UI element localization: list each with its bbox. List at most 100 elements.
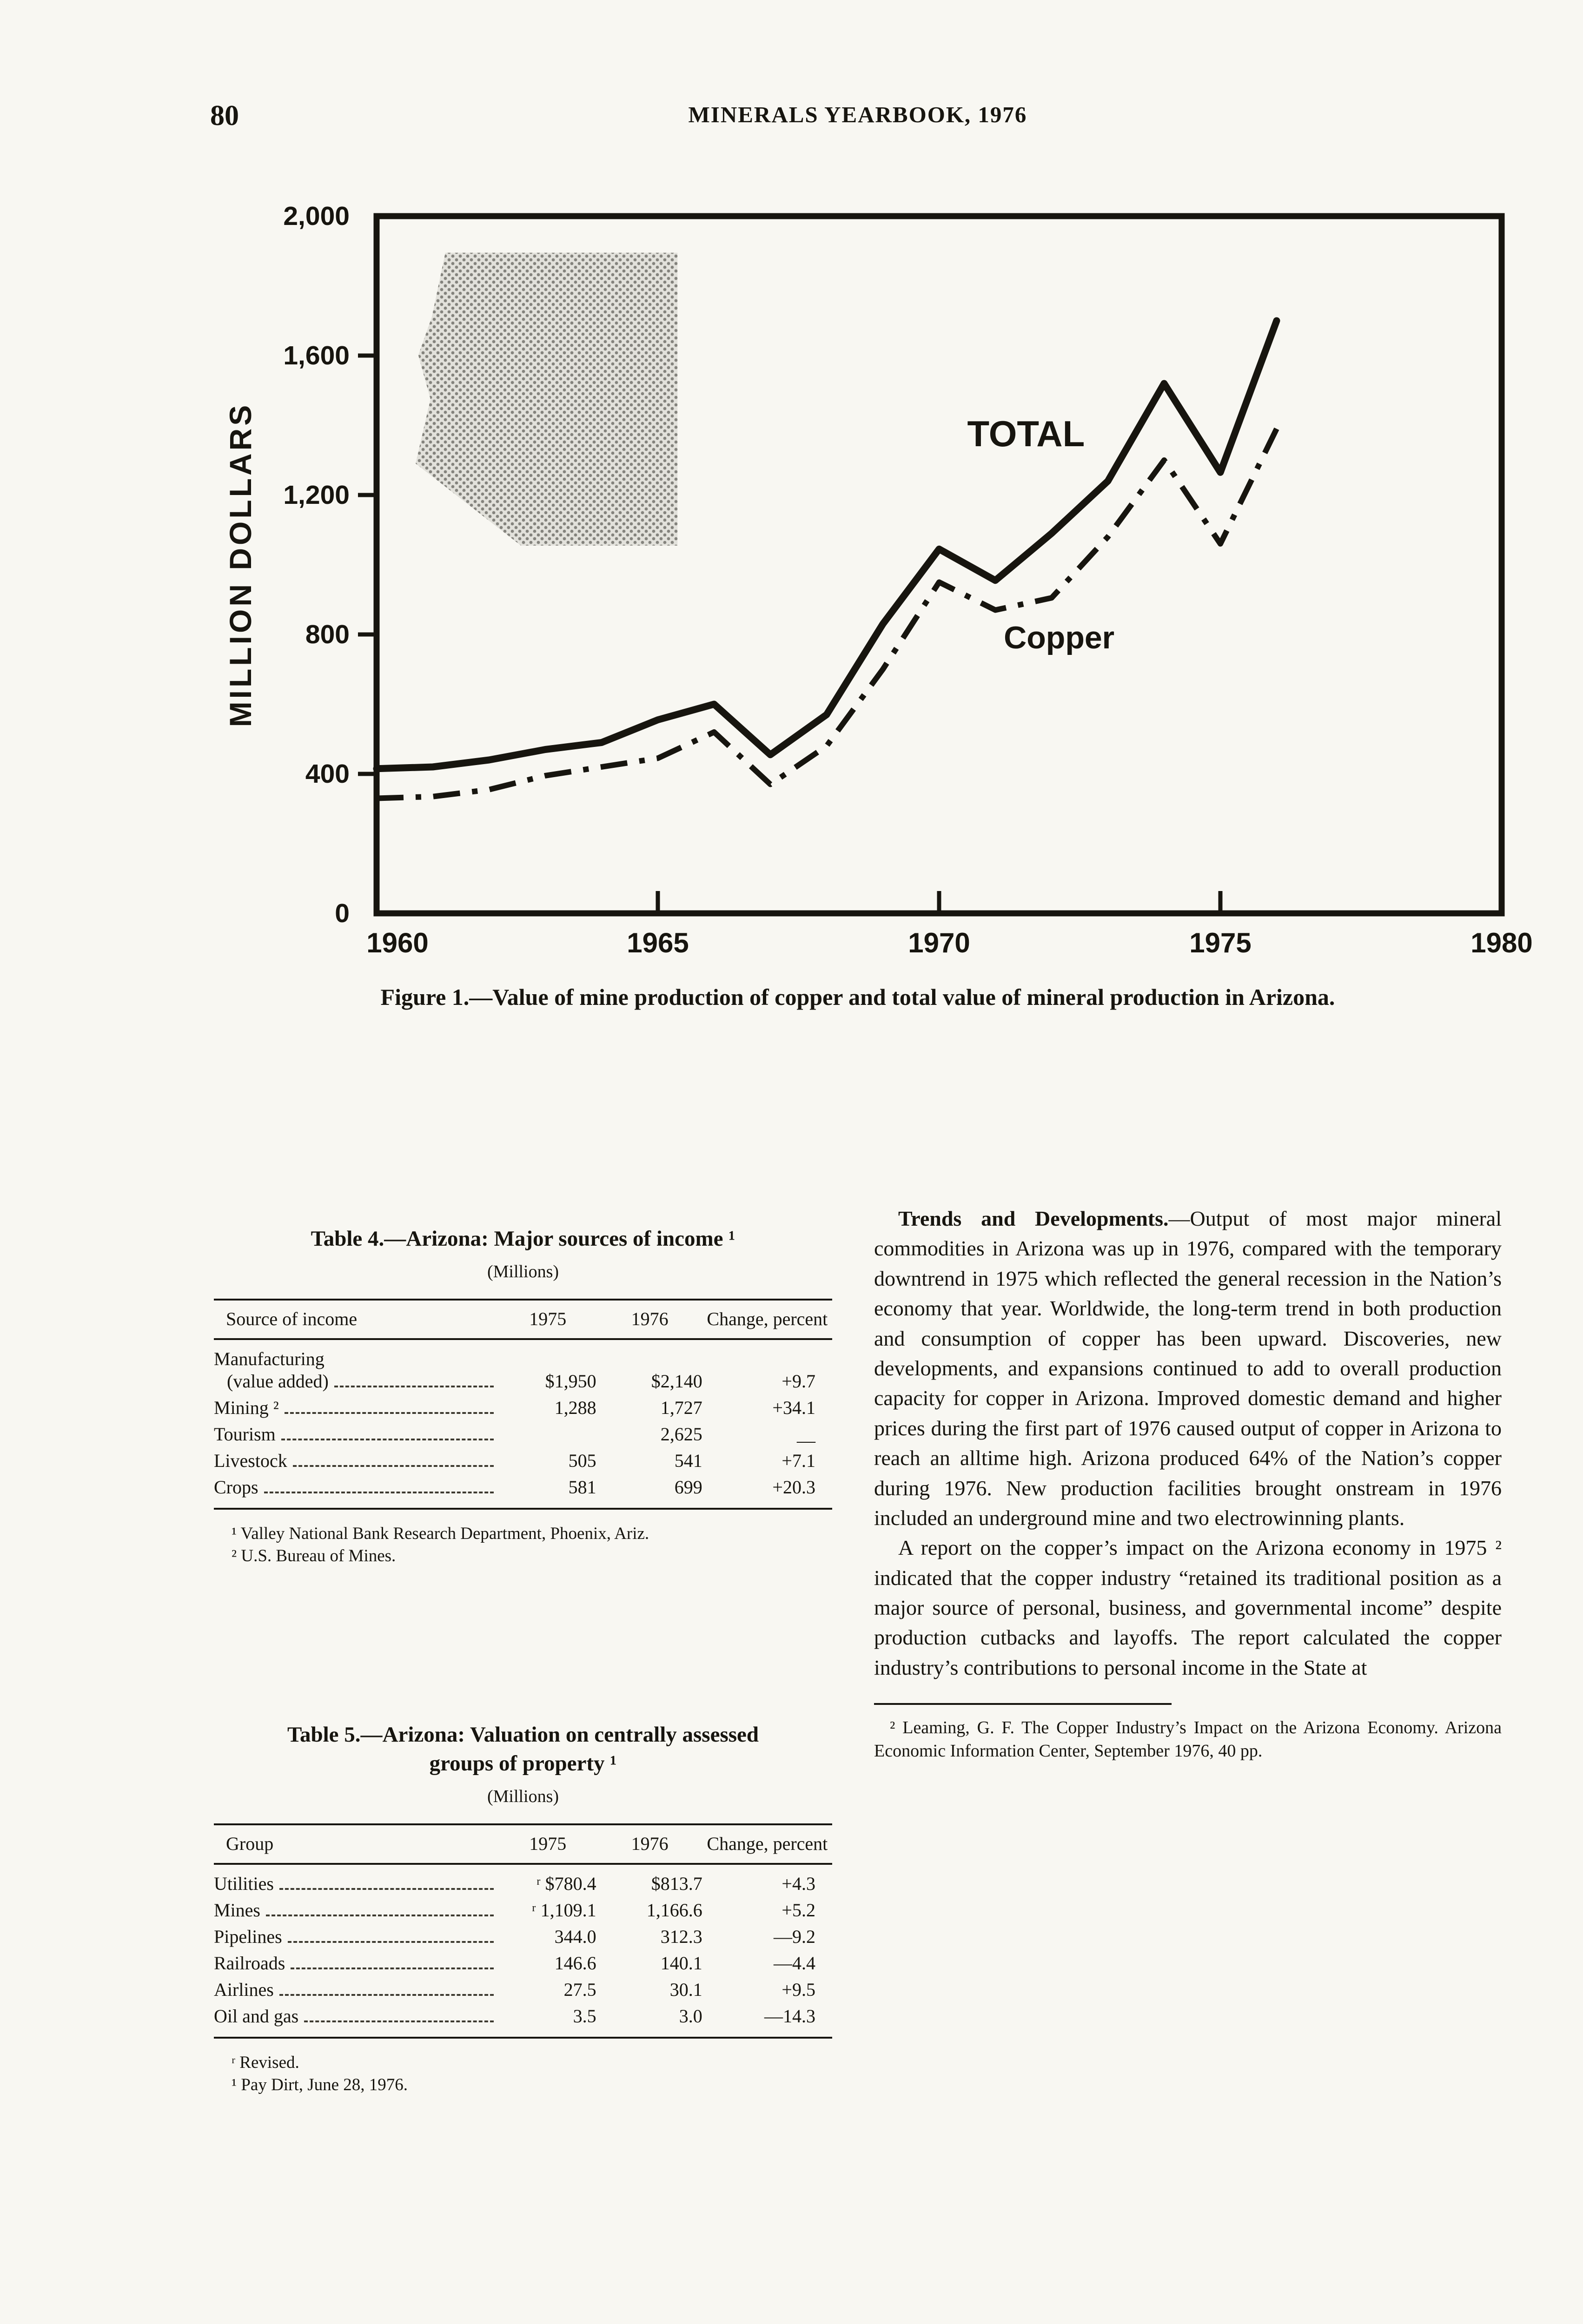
series-label-copper: Copper [1004, 620, 1114, 655]
column-header: Change, percent [707, 1833, 828, 1854]
y-tick-label: 0 [335, 898, 350, 928]
column-header: 1976 [631, 1833, 669, 1854]
column-header: 1976 [631, 1308, 669, 1330]
leader-dashes [264, 1492, 494, 1494]
table-row: Livestock 505 541 +7.1 [214, 1447, 832, 1474]
cell: $813.7 [651, 1873, 702, 1894]
footnote-rule [874, 1703, 1172, 1705]
row-label: Manufacturing (value added) [214, 1348, 498, 1392]
x-tick-label: 1965 [627, 927, 689, 958]
cell: +20.3 [772, 1477, 815, 1498]
paragraph-trends: Trends and Developments.—Output of most … [874, 1204, 1502, 1533]
row-label: Mining ² [214, 1397, 498, 1419]
paragraph-report: A report on the copper’s impact on the A… [874, 1536, 1502, 1679]
table-row: Railroads 146.6 140.1 —4.4 [214, 1950, 832, 1976]
table5-header-row: Group 1975 1976 Change, percent [214, 1823, 832, 1865]
figure1-caption: Figure 1.—Value of mine production of co… [380, 984, 1335, 1010]
row-label: Tourism [214, 1423, 498, 1445]
column-header: Group [226, 1833, 274, 1854]
cell: $2,140 [651, 1371, 702, 1392]
cell: +9.7 [782, 1371, 815, 1392]
table4-title: Table 4.—Arizona: Major sources of incom… [311, 1227, 735, 1251]
content-columns: Table 4.—Arizona: Major sources of incom… [214, 1185, 1502, 2096]
cell: +34.1 [772, 1397, 815, 1419]
cell: 3.0 [679, 2005, 702, 2027]
cell: +5.2 [782, 1899, 815, 1921]
paragraph-lead: Trends and Developments. [898, 1207, 1169, 1230]
table5: Table 5.—Arizona: Valuation on centrally… [214, 1721, 832, 2096]
table5-subtitle: (Millions) [487, 1786, 559, 1806]
row-label: Pipelines [214, 1926, 498, 1948]
leader-dashes [279, 1888, 494, 1890]
cell: 699 [674, 1477, 702, 1498]
row-label: Utilities [214, 1873, 498, 1895]
leader-dashes [266, 1914, 494, 1916]
table-footnote: ¹ Pay Dirt, June 28, 1976. [232, 2075, 408, 2094]
paragraph-trends-text: —Output of most major mineral commoditie… [874, 1207, 1502, 1530]
cell: 1,166.6 [646, 1899, 702, 1921]
cell: —14.3 [764, 2005, 815, 2027]
left-column: Table 4.—Arizona: Major sources of incom… [214, 1185, 832, 2096]
table-row: Crops 581 699 +20.3 [214, 1474, 832, 1500]
figure1: 0 400 800 1,200 1,600 2,000 1960 1965 1970 1975 19… [116, 201, 1539, 1002]
cell: ʳ 1,109.1 [531, 1899, 596, 1921]
cell: 27.5 [563, 1979, 596, 2000]
column-footnote: ² Leaming, G. F. The Copper Industry’s I… [874, 1718, 1502, 1761]
cell: __ [796, 1424, 815, 1445]
cell: +4.3 [782, 1873, 815, 1894]
cell: 1,727 [660, 1397, 702, 1419]
cell: —4.4 [773, 1952, 815, 1974]
table-row: Mining ² 1,288 1,727 +34.1 [214, 1394, 832, 1421]
right-column: Trends and Developments.—Output of most … [874, 1185, 1502, 1763]
table4-body: Manufacturing (value added) $1,950 $2,140 +9… [214, 1340, 832, 1510]
leader-dashes [284, 1412, 494, 1414]
y-tick-label: 1,600 [283, 341, 350, 370]
row-label: Airlines [214, 1979, 498, 2000]
table-row: Airlines 27.5 30.1 +9.5 [214, 1976, 832, 2003]
y-tick-label: 1,200 [283, 480, 350, 510]
table5-body: Utilities ʳ $780.4 $813.7 +4.3 Mines ʳ 1,109.… [214, 1865, 832, 2039]
y-tick-label: 800 [305, 620, 350, 649]
cell: 2,625 [660, 1424, 702, 1445]
total-line [373, 317, 1280, 772]
column-header: 1975 [529, 1833, 567, 1854]
table5-title: Table 5.—Arizona: Valuation on centrally… [287, 1723, 759, 1776]
leader-dashes [287, 1941, 494, 1943]
x-tick-label: 1975 [1189, 927, 1251, 958]
leader-dashes [281, 1439, 494, 1441]
x-tick-label: 1980 [1470, 927, 1532, 958]
copper-line [376, 427, 1279, 801]
leader-dashes [292, 1465, 494, 1467]
cell: 505 [568, 1450, 596, 1472]
table-row: Oil and gas 3.5 3.0 —14.3 [214, 2003, 832, 2029]
table-footnote: ¹ Valley National Bank Research Departme… [232, 1524, 649, 1544]
series-label-total: TOTAL [967, 413, 1085, 454]
y-tick-label: 2,000 [283, 202, 350, 231]
table-footnote: ² U.S. Bureau of Mines. [232, 1546, 396, 1566]
cell: 140.1 [660, 1952, 702, 1974]
page-number: 80 [210, 100, 239, 132]
cell: 581 [568, 1477, 596, 1498]
figure1-caption-row: Figure 1.—Value of mine production of co… [214, 982, 1502, 1012]
row-label: Oil and gas [214, 2005, 498, 2027]
cell: $1,950 [545, 1371, 596, 1392]
table4: Table 4.—Arizona: Major sources of incom… [214, 1225, 832, 1567]
cell: 30.1 [669, 1979, 702, 2000]
leader-dashes [334, 1386, 494, 1388]
table-row: Mines ʳ 1,109.1 1,166.6 +5.2 [214, 1897, 832, 1923]
cell: 1,288 [554, 1397, 596, 1419]
cell: 344.0 [554, 1926, 596, 1947]
table-row: Pipelines 344.0 312.3 —9.2 [214, 1923, 832, 1950]
cell: 3.5 [573, 2005, 596, 2027]
book-title: MINERALS YEARBOOK, 1976 [688, 102, 1027, 127]
row-label: Livestock [214, 1450, 498, 1472]
row-label: Railroads [214, 1952, 498, 1974]
table4-header-row: Source of income 1975 1976 Change, percent [214, 1299, 832, 1340]
table-row: Manufacturing (value added) $1,950 $2,140 +9… [214, 1346, 832, 1394]
y-axis-title: MILLION DOLLARS [223, 403, 258, 727]
cell: —9.2 [773, 1926, 815, 1947]
cell: 541 [674, 1450, 702, 1472]
x-tick-label: 1960 [366, 927, 428, 958]
leader-dashes [291, 1967, 494, 1969]
